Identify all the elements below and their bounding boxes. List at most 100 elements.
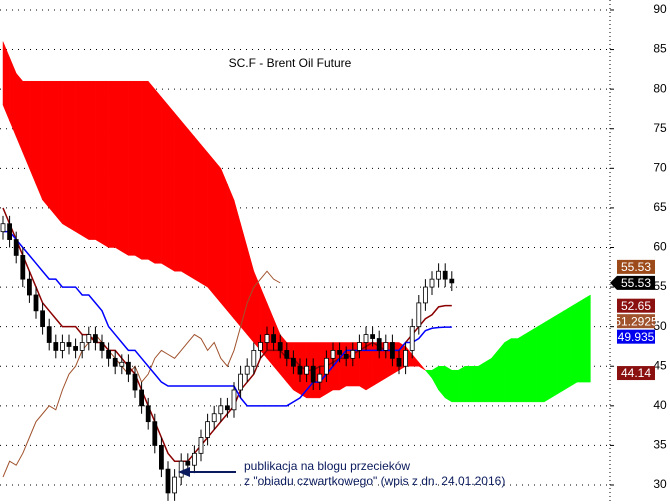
candle-body [40,310,45,328]
cloud-segment [504,338,512,403]
cloud-segment [510,338,519,403]
candle-body [145,405,151,423]
candle-body [191,452,197,466]
candle-body [416,302,422,328]
cloud-segment [576,298,585,383]
candle-body [93,334,98,343]
cloud-segment [174,112,182,272]
candle-body [178,460,184,478]
candle-body [290,357,296,367]
candle-body [132,373,138,391]
cloud-segment [471,365,479,403]
cloud-segment [227,184,235,320]
candle-body [211,413,217,423]
candle-body [409,326,415,351]
candle-body [106,350,111,359]
candle-body [317,373,323,383]
candle-body [304,365,310,375]
candle-body [449,278,455,284]
y-tick-label: 70 [653,160,667,174]
candle-body [264,334,270,343]
cloud-segment [570,302,578,387]
cloud-segment [48,80,57,217]
y-tick-label: 45 [653,358,667,372]
cloud-segment [477,361,486,403]
price-label-box [617,275,655,290]
annotation: publikacja na blogu przecieków [244,459,410,473]
y-tick-label: 90 [653,2,667,16]
price-label: 51.2925 [614,314,658,328]
candle-body [126,361,131,375]
candle-body [224,405,230,411]
candle-body [238,373,244,391]
candle-body [152,421,158,446]
cloud-segment [200,143,208,288]
cloud-segment [62,80,70,229]
price-label: 55.53 [621,260,651,274]
y-tick-label: 80 [653,81,667,95]
candle-body [60,342,65,351]
y-tick-label: 40 [653,398,667,412]
candle-body [422,286,428,304]
y-tick-label: 50 [653,319,667,333]
candle-body [257,342,263,351]
candle-body [383,342,389,351]
cloud-segment [484,357,492,403]
cloud-segment [35,80,43,201]
cloud-segment [101,80,109,248]
candle-body [218,405,224,415]
candle-body [429,278,435,288]
cloud-segment [557,310,565,395]
candle-body [53,342,59,351]
cloud-segment [22,80,30,169]
cloud-segment [95,80,103,244]
candle-body [231,389,237,411]
candle-body [112,357,118,367]
y-tick-label: 55 [653,279,667,293]
candle-body [370,334,376,339]
cloud-segment [161,96,169,268]
cloud-segment [583,294,591,383]
cloud-segment [444,365,453,403]
candle-body [79,342,85,351]
cloud-segment [345,342,354,387]
price-label: 55.53 [621,276,651,290]
cloud-segment [365,342,373,391]
candle-body [66,342,72,347]
candle-body [119,361,125,367]
cloud-segment [339,342,347,391]
candle-body [13,239,19,256]
cloud-segment [154,88,162,264]
y-tick-label: 60 [653,240,667,254]
cloud-segment [128,80,136,256]
cloud-segment [75,80,83,237]
cloud-segment [147,80,156,264]
cloud-segment [332,342,340,391]
cloud-segment [524,330,532,403]
annotation: z "obiadu czwartkowego" (wpis z dn. 24.0… [244,474,505,488]
candle-body [20,255,26,280]
price-label: 49.935 [618,330,655,344]
price-label-box [617,259,655,274]
cloud-segment [167,104,175,272]
candle-body [172,476,178,494]
cloud-segment [114,80,123,252]
candle-body [389,342,395,359]
y-tick-label: 65 [653,200,667,214]
cloud-segment [537,322,545,403]
candle-body [198,437,204,454]
chart-title: SC.F - Brent Oil Future [229,56,352,70]
cloud-segment [497,341,505,403]
y-tick-label: 35 [653,438,667,452]
cloud-segment [517,334,525,403]
candle-body [356,342,362,351]
candle-body [442,270,448,280]
cloud-segment [187,128,195,280]
price-label: 44.14 [621,366,651,380]
candle-body [165,468,171,494]
candle-body [436,270,442,280]
cloud-segment [418,361,426,371]
price-label-box [617,314,655,329]
